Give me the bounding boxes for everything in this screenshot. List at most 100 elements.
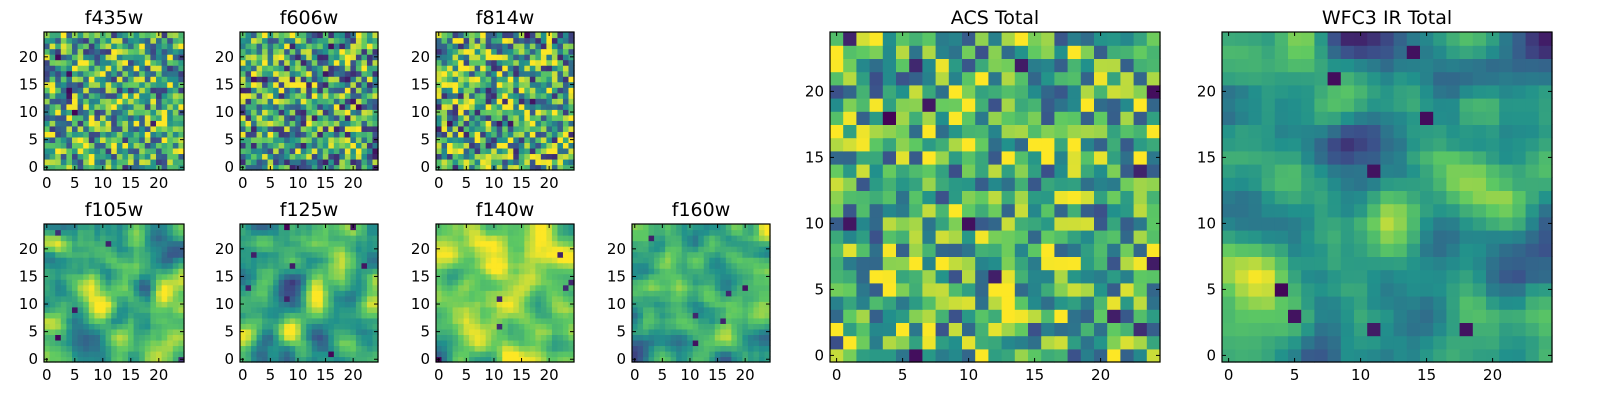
heatmap-cell <box>134 263 140 269</box>
heatmap-cell <box>139 312 145 318</box>
heatmap-cell <box>737 351 743 357</box>
heatmap-cell <box>312 120 318 126</box>
heatmap-cell <box>100 257 106 263</box>
heatmap-cell <box>350 115 356 121</box>
heatmap-cell <box>742 340 748 346</box>
heatmap-cell <box>306 323 312 329</box>
heatmap-cell <box>447 54 453 60</box>
heatmap-cell <box>563 312 569 318</box>
heatmap-cell <box>139 120 145 126</box>
heatmap-cell <box>284 235 290 241</box>
heatmap-cell <box>458 318 464 324</box>
heatmap-cell <box>122 307 128 313</box>
heatmap-cell <box>94 340 100 346</box>
heatmap-cell <box>312 241 318 247</box>
heatmap-cell <box>317 351 323 357</box>
heatmap-cell <box>50 109 56 115</box>
heatmap-cell <box>524 71 530 77</box>
heatmap-cell <box>257 60 263 66</box>
heatmap-cell <box>128 159 134 165</box>
heatmap-cell <box>508 230 514 236</box>
heatmap-cell <box>469 345 475 351</box>
heatmap-cell <box>513 252 519 258</box>
heatmap-cell <box>279 252 285 258</box>
heatmap-cell <box>665 345 671 351</box>
heatmap-cell <box>530 323 536 329</box>
heatmap-cell <box>1028 217 1042 231</box>
heatmap-cell <box>843 309 857 323</box>
heatmap-cell <box>356 49 362 55</box>
heatmap-cell <box>737 246 743 252</box>
heatmap-cell <box>1134 190 1148 204</box>
heatmap-cell <box>356 224 362 230</box>
heatmap-cell <box>720 323 726 329</box>
heatmap-cell <box>106 290 112 296</box>
heatmap-cell <box>279 301 285 307</box>
heatmap-cell <box>89 312 95 318</box>
heatmap-cell <box>295 263 301 269</box>
heatmap-cell <box>486 279 492 285</box>
heatmap-cell <box>66 71 72 77</box>
panel-title: f814w <box>476 7 535 29</box>
heatmap-cell <box>150 296 156 302</box>
heatmap-cell <box>436 76 442 82</box>
heatmap-cell <box>150 241 156 247</box>
heatmap-cell <box>134 279 140 285</box>
heatmap-cell <box>649 323 655 329</box>
y-tick-label: 10 <box>215 103 234 121</box>
heatmap-cell <box>519 334 525 340</box>
heatmap-cell <box>883 349 897 363</box>
heatmap-cell <box>72 159 78 165</box>
heatmap-cell <box>83 71 89 77</box>
heatmap-cell <box>328 268 334 274</box>
heatmap-cell <box>552 93 558 99</box>
heatmap-cell <box>295 148 301 154</box>
heatmap-cell <box>78 252 84 258</box>
heatmap-cell <box>480 246 486 252</box>
heatmap-cell <box>290 148 296 154</box>
heatmap-cell <box>72 252 78 258</box>
heatmap-cell <box>162 290 168 296</box>
heatmap-cell <box>279 318 285 324</box>
heatmap-cell <box>150 43 156 49</box>
heatmap-cell <box>530 312 536 318</box>
heatmap-cell <box>323 307 329 313</box>
heatmap-cell <box>334 120 340 126</box>
heatmap-cell <box>676 345 682 351</box>
heatmap-cell <box>748 334 754 340</box>
heatmap-cell <box>290 98 296 104</box>
heatmap-cell <box>654 263 660 269</box>
heatmap-cell <box>453 137 459 143</box>
heatmap-cell <box>447 274 453 280</box>
heatmap-cell <box>704 230 710 236</box>
heatmap-cell <box>682 285 688 291</box>
heatmap-cell <box>156 351 162 357</box>
heatmap-cell <box>273 312 279 318</box>
heatmap-cell <box>753 334 759 340</box>
heatmap-cell <box>339 54 345 60</box>
heatmap-cell <box>367 301 373 307</box>
heatmap-cell <box>122 351 128 357</box>
heatmap-cell <box>66 323 72 329</box>
heatmap-cell <box>284 241 290 247</box>
y-tick-label: 15 <box>19 75 38 93</box>
heatmap-cell <box>486 98 492 104</box>
heatmap-cell <box>475 159 481 165</box>
heatmap-cell <box>268 115 274 121</box>
heatmap-cell <box>167 82 173 88</box>
heatmap-cell <box>469 115 475 121</box>
heatmap-cell <box>436 230 442 236</box>
heatmap-cell <box>301 224 307 230</box>
heatmap-cell <box>323 137 329 143</box>
heatmap-cell <box>334 87 340 93</box>
heatmap-cell <box>100 49 106 55</box>
heatmap-cell <box>334 82 340 88</box>
heatmap-cell <box>436 93 442 99</box>
heatmap-cell <box>436 263 442 269</box>
heatmap-cell <box>447 109 453 115</box>
heatmap-cell <box>295 115 301 121</box>
heatmap-cell <box>350 290 356 296</box>
heatmap-cell <box>541 235 547 241</box>
heatmap-cell <box>328 115 334 121</box>
heatmap-cell <box>301 274 307 280</box>
